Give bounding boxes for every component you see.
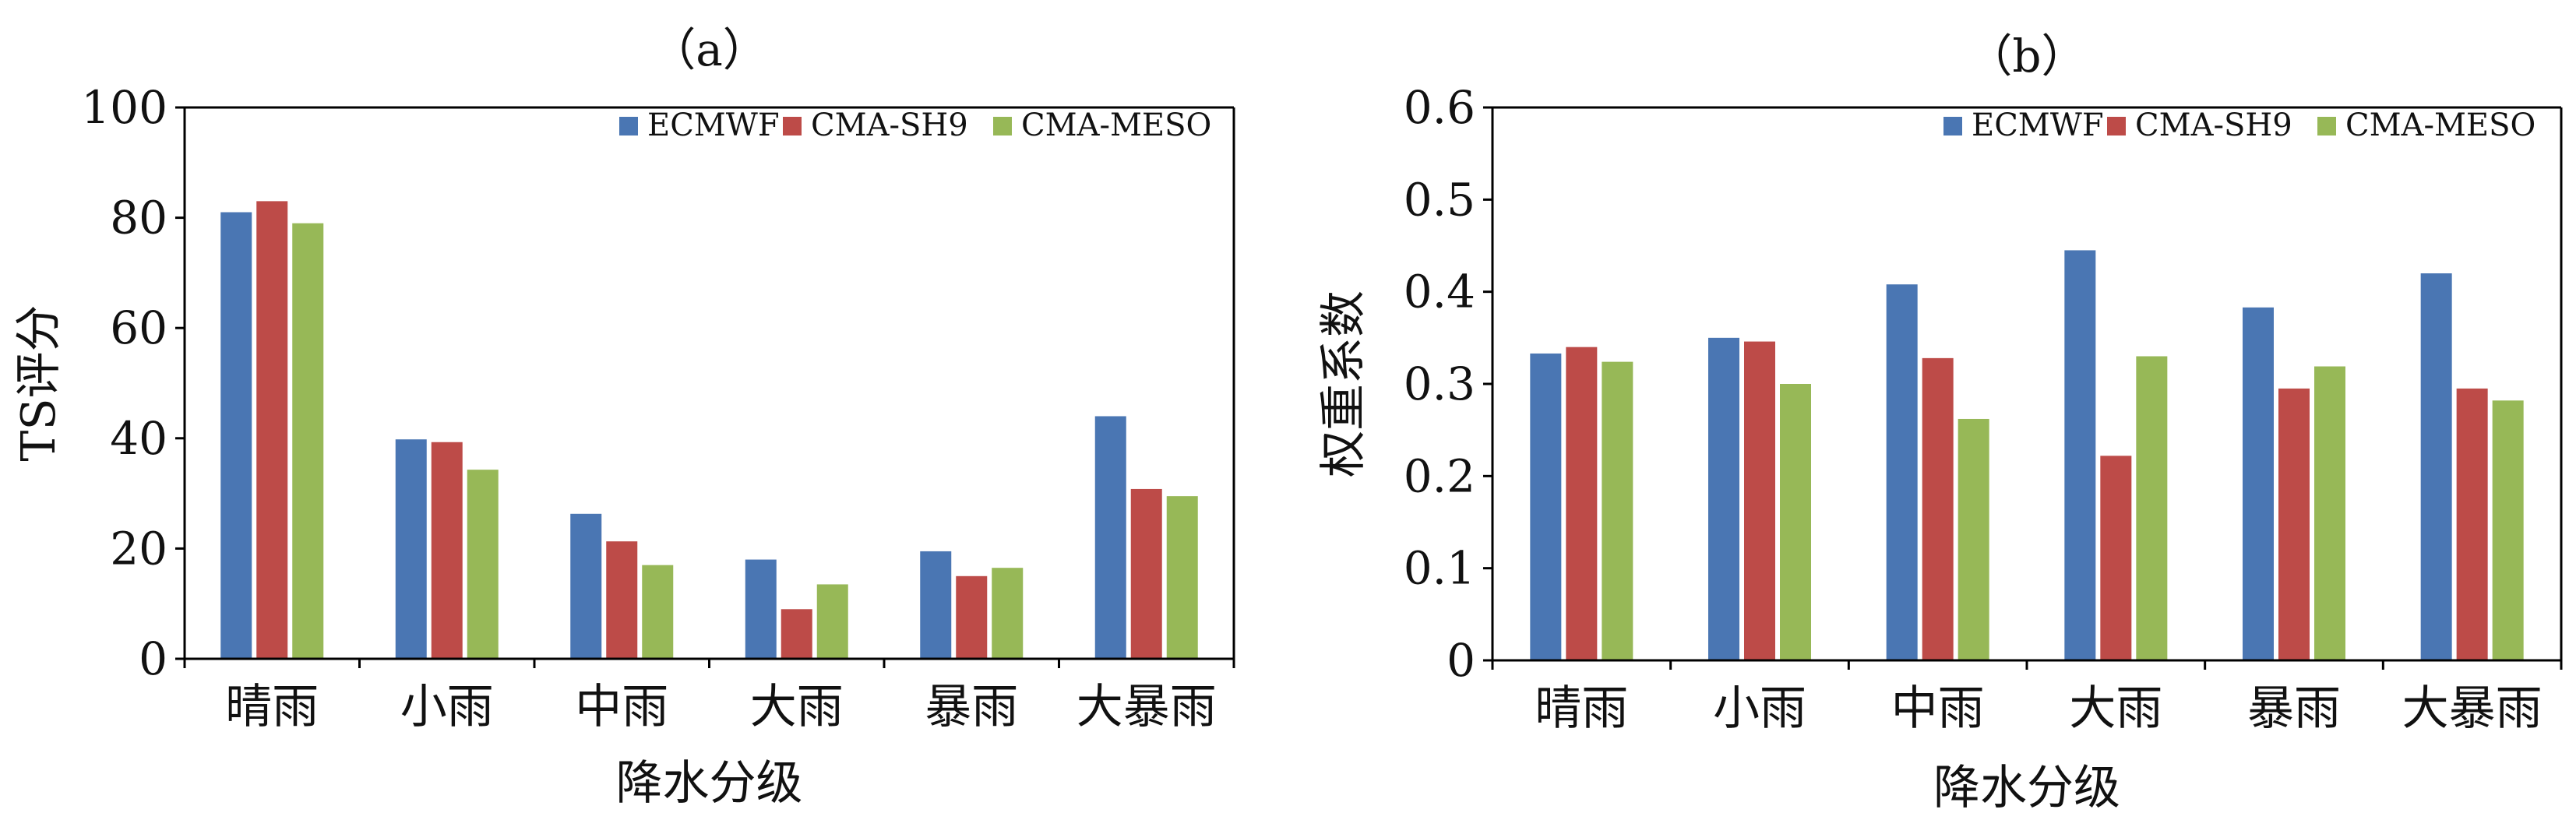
bar-cma-sh9-1 [1744,341,1775,660]
bar-ecmwf-5 [1094,416,1126,659]
bar-cma-meso-0 [1602,361,1633,660]
legend-swatch-ecmwf [1943,117,1962,135]
bar-cma-sh9-3 [2100,456,2132,660]
legend-label: ECMWF [647,107,780,143]
y-tick-label: 0.4 [1404,266,1475,318]
legend-label: CMA-SH9 [811,107,968,143]
x-axis-title: 降水分级 [1933,761,2120,815]
x-tick-label: 晴雨 [225,680,319,734]
y-tick-label: 40 [110,412,167,465]
x-tick-label: 大暴雨 [1077,680,1217,734]
bar-cma-meso-2 [1958,418,1989,660]
bar-ecmwf-1 [1708,337,1739,660]
bar-ecmwf-3 [745,559,777,659]
bar-cma-meso-0 [292,223,324,659]
bar-cma-sh9-0 [1566,347,1598,660]
bar-ecmwf-5 [2420,273,2452,660]
panel-label: （b） [1967,30,2086,83]
bar-cma-meso-3 [2136,356,2168,660]
legend-swatch-ecmwf [619,117,638,135]
bar-cma-meso-4 [2314,366,2345,660]
bar-cma-sh9-5 [1130,488,1162,659]
bar-cma-meso-2 [642,565,674,659]
bar-cma-sh9-0 [256,201,288,659]
bar-ecmwf-4 [2243,307,2274,660]
bar-ecmwf-3 [2064,250,2096,661]
bar-ecmwf-0 [220,212,252,659]
legend-label: CMA-MESO [1021,107,1211,143]
x-tick-label: 中雨 [575,680,668,734]
legend: CMA-MESO CMA-SH9 ECMWF [619,107,1211,143]
bar-cma-sh9-3 [781,609,812,659]
bar-cma-sh9-2 [1922,357,1954,660]
bar-ecmwf-2 [570,513,602,659]
y-tick-label: 0.3 [1404,357,1475,410]
bar-ecmwf-2 [1886,284,1918,660]
legend-swatch-cma-sh9 [2107,117,2126,135]
x-tick-label: 小雨 [1713,681,1806,736]
bar-cma-sh9-4 [956,575,988,659]
x-tick-label: 晴雨 [1535,681,1628,736]
legend-label: CMA-SH9 [2135,107,2292,143]
y-tick-label: 20 [110,522,167,575]
y-tick-label: 60 [110,301,167,354]
legend-label: ECMWF [1972,107,2104,143]
x-tick-label: 中雨 [1891,681,1985,736]
bar-ecmwf-1 [395,439,427,659]
bar-cma-meso-3 [816,584,848,659]
bar-cma-sh9-5 [2456,388,2488,660]
bar-cma-sh9-1 [431,442,463,659]
x-tick-label: 暴雨 [925,680,1018,734]
y-axis-title: 权重系数 [1316,290,1371,477]
y-tick-label: 0.5 [1404,173,1475,226]
bar-cma-sh9-2 [606,541,638,659]
bar-ecmwf-4 [920,551,952,659]
legend-label: CMA-MESO [2345,107,2535,143]
legend: CMA-MESO CMA-SH9 ECMWF [1943,107,2535,143]
bar-cma-meso-5 [1166,496,1198,659]
y-axis-title: TS评分 [12,304,66,461]
legend-swatch-cma-sh9 [783,117,802,135]
x-tick-label: 大雨 [2069,681,2162,736]
y-tick-label: 80 [110,192,167,245]
y-tick-label: 100 [81,81,167,134]
y-tick-label: 0 [139,632,167,685]
x-tick-label: 暴雨 [2247,681,2341,736]
panel-label: （a） [650,23,768,76]
x-tick-label: 大雨 [750,680,844,734]
x-axis-title: 降水分级 [616,756,803,811]
bar-cma-meso-4 [992,568,1024,659]
bar-ecmwf-0 [1530,353,1562,660]
bar-cma-meso-1 [467,470,499,659]
bar-cma-meso-1 [1780,384,1811,660]
legend-swatch-cma-meso [993,117,1012,135]
bar-cma-sh9-4 [2278,388,2310,660]
x-tick-label: 小雨 [400,680,494,734]
legend-swatch-cma-meso [2317,117,2336,135]
y-tick-label: 0.6 [1404,81,1475,134]
y-tick-label: 0 [1447,634,1475,687]
bar-cma-meso-5 [2492,400,2524,660]
x-tick-label: 大暴雨 [2402,681,2543,736]
y-tick-label: 0.1 [1404,542,1475,595]
y-tick-label: 0.2 [1404,449,1475,502]
